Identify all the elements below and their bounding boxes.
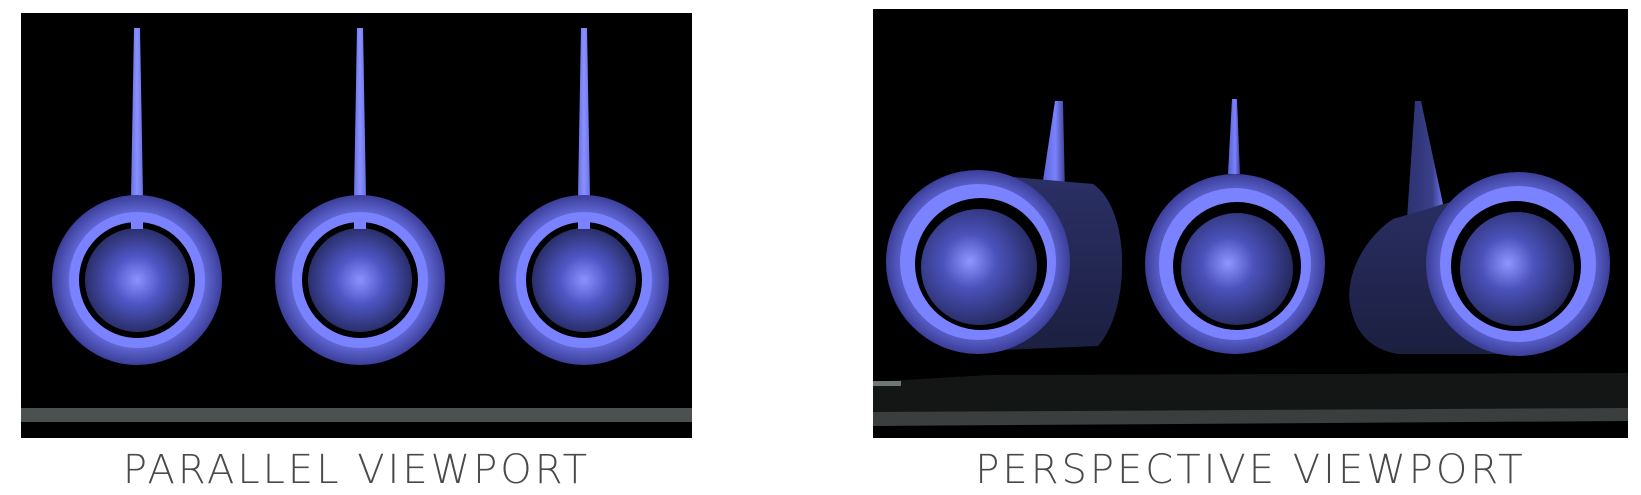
engine-core xyxy=(85,228,189,332)
pylon-fin xyxy=(131,28,143,198)
engine-core xyxy=(1460,212,1574,326)
engine-right xyxy=(499,28,669,365)
pylon-connector xyxy=(354,220,366,229)
parallel-viewport xyxy=(21,13,692,438)
engine-center xyxy=(1145,99,1325,354)
parallel-viewport-render xyxy=(21,13,692,438)
engine-core xyxy=(532,228,636,332)
wing-top xyxy=(873,373,1628,414)
wing-edge xyxy=(873,408,1628,426)
perspective-viewport xyxy=(873,9,1628,438)
engine-right xyxy=(1349,101,1610,356)
engine-core xyxy=(308,228,412,332)
caption-perspective-viewport: PERSPECTIVE VIEWPORT xyxy=(975,447,1526,493)
pylon-fin xyxy=(354,28,366,198)
engine-left xyxy=(886,101,1123,354)
wing-highlight xyxy=(873,381,901,386)
caption-parallel-viewport: PARALLEL VIEWPORT xyxy=(122,447,591,493)
engine-core xyxy=(1181,213,1293,325)
pylon-fin xyxy=(1407,101,1443,219)
pylon-fin xyxy=(578,28,590,198)
pylon-fin xyxy=(1228,99,1240,174)
perspective-viewport-render xyxy=(873,9,1628,438)
engine-left xyxy=(52,28,222,365)
pylon-connector xyxy=(578,220,590,229)
engine-core xyxy=(921,209,1037,325)
pylon-connector xyxy=(131,220,143,229)
wing-surface xyxy=(873,373,1628,426)
engine-center xyxy=(275,28,445,365)
pylon-fin xyxy=(1041,101,1065,194)
ground-plane xyxy=(21,408,692,422)
